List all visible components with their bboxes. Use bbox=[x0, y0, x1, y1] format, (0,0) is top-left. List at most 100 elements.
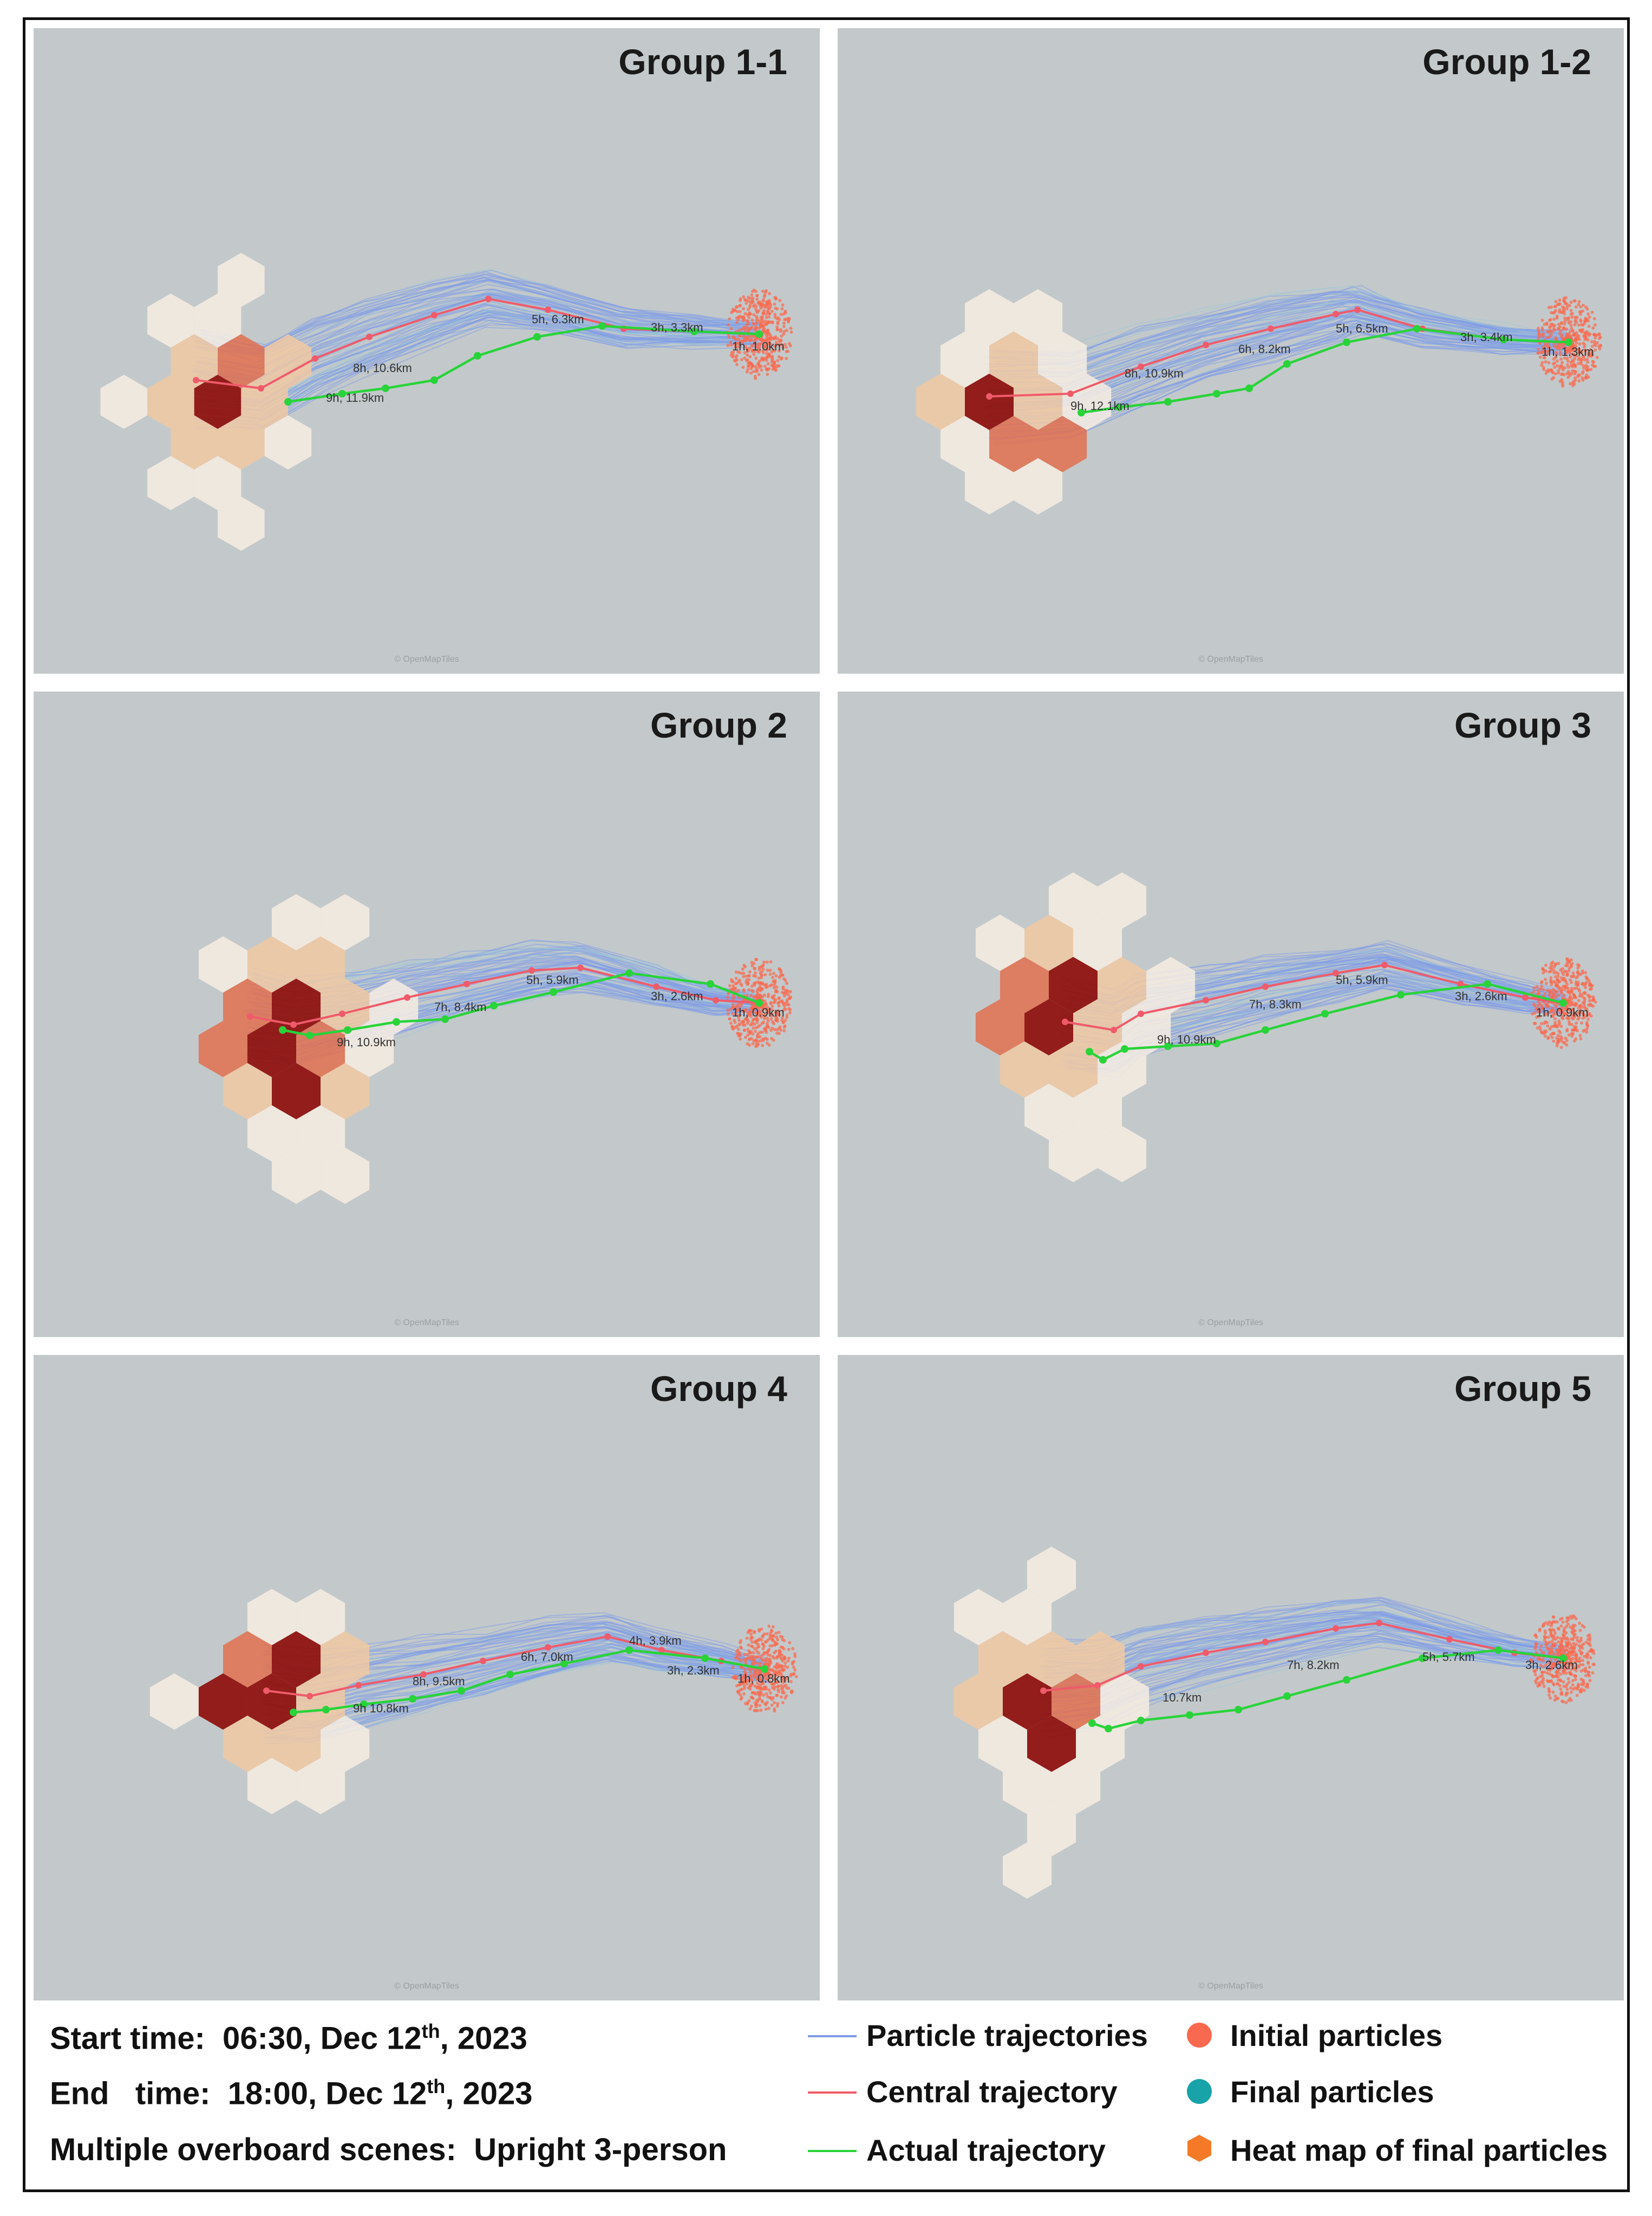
initial-particle bbox=[789, 330, 793, 334]
actual-trajectory-point bbox=[755, 330, 763, 338]
initial-particle bbox=[752, 962, 756, 966]
initial-particle bbox=[748, 1038, 752, 1041]
initial-particle bbox=[765, 1038, 769, 1041]
initial-particle bbox=[1581, 1016, 1585, 1020]
initial-particle bbox=[1594, 343, 1597, 347]
initial-particle bbox=[1578, 342, 1582, 346]
initial-particle bbox=[1570, 1032, 1573, 1035]
legend-heat-map: Heat map of final particles bbox=[1230, 2133, 1608, 2167]
initial-particle bbox=[1557, 961, 1560, 965]
initial-particle bbox=[1573, 1674, 1577, 1678]
initial-particle bbox=[793, 1654, 797, 1658]
initial-particle bbox=[733, 309, 737, 312]
initial-particle bbox=[774, 988, 778, 992]
initial-particle bbox=[1576, 981, 1580, 985]
initial-particle bbox=[1571, 1008, 1575, 1012]
initial-particle bbox=[761, 315, 765, 318]
initial-particle bbox=[761, 1673, 765, 1677]
actual-trajectory-point bbox=[1137, 1717, 1145, 1724]
trajectory-time-label: 1h, 0.9km bbox=[1536, 1006, 1589, 1019]
heat-hex bbox=[194, 456, 241, 510]
initial-particle bbox=[1583, 358, 1586, 362]
initial-particle bbox=[1560, 1644, 1564, 1648]
initial-particle bbox=[1571, 1687, 1575, 1691]
initial-particle bbox=[755, 1020, 759, 1024]
initial-particle bbox=[1540, 985, 1544, 988]
initial-particle bbox=[756, 987, 760, 991]
initial-particle bbox=[729, 1021, 733, 1025]
initial-particle bbox=[755, 1677, 759, 1681]
initial-particle bbox=[729, 341, 733, 344]
central-trajectory-point bbox=[1333, 1625, 1339, 1632]
particle-trajectory bbox=[1048, 1602, 1569, 1650]
initial-particle bbox=[1555, 1697, 1559, 1700]
initial-particle bbox=[736, 350, 740, 354]
initial-particle bbox=[1569, 1672, 1573, 1676]
initial-particle bbox=[754, 304, 758, 308]
initial-particle bbox=[729, 978, 733, 982]
initial-particle bbox=[792, 1672, 796, 1676]
initial-particle bbox=[775, 1663, 779, 1667]
initial-particle bbox=[760, 357, 763, 361]
initial-particle bbox=[787, 318, 791, 322]
initial-particle bbox=[1543, 1629, 1547, 1633]
particle-trajectory bbox=[990, 300, 1573, 377]
actual-trajectory-point bbox=[1235, 1706, 1242, 1713]
heat-hex bbox=[272, 1063, 321, 1119]
actual-trajectory-point bbox=[322, 1706, 330, 1713]
actual-trajectory-point bbox=[761, 1665, 768, 1673]
initial-particle bbox=[750, 1682, 754, 1686]
heat-hex bbox=[247, 1758, 297, 1814]
initial-particle bbox=[781, 1701, 785, 1705]
initial-particle bbox=[1565, 1648, 1569, 1652]
initial-particle bbox=[1569, 1686, 1572, 1690]
initial-particle bbox=[766, 306, 770, 310]
panel-title: Group 2 bbox=[650, 705, 787, 745]
initial-particle bbox=[1557, 323, 1560, 327]
initial-particle bbox=[749, 296, 753, 300]
initial-particle bbox=[761, 1635, 765, 1639]
initial-particle bbox=[1552, 1032, 1556, 1035]
initial-particle bbox=[1555, 1036, 1558, 1040]
particle-trajectory bbox=[991, 299, 1569, 378]
actual-trajectory-point bbox=[533, 333, 541, 341]
initial-particle bbox=[1530, 1660, 1533, 1664]
initial-particle bbox=[1584, 375, 1588, 379]
trajectory-time-label: 9h, 10.9km bbox=[337, 1035, 396, 1049]
actual-trajectory-point bbox=[338, 390, 346, 397]
initial-particle bbox=[1582, 366, 1586, 370]
initial-particle bbox=[1573, 357, 1577, 361]
initial-particle bbox=[787, 996, 791, 1000]
heat-hex bbox=[296, 1758, 345, 1814]
particle-trajectory bbox=[992, 295, 1568, 365]
initial-particle bbox=[786, 349, 789, 353]
initial-particle bbox=[743, 1653, 747, 1657]
initial-particle bbox=[761, 982, 765, 986]
initial-particle bbox=[1588, 1679, 1592, 1683]
initial-particle bbox=[1585, 1021, 1589, 1025]
initial-particle bbox=[759, 993, 762, 997]
initial-particle bbox=[1589, 368, 1593, 371]
initial-particle bbox=[742, 307, 746, 310]
initial-particle bbox=[754, 1709, 758, 1712]
initial-particle bbox=[1559, 1666, 1563, 1670]
initial-particle bbox=[1532, 1002, 1536, 1006]
initial-particle bbox=[740, 315, 743, 319]
initial-particle bbox=[740, 1666, 744, 1670]
initial-particle bbox=[776, 322, 780, 325]
initial-particle bbox=[750, 344, 754, 348]
initial-particle bbox=[728, 317, 732, 321]
actual-trajectory-point bbox=[382, 384, 389, 392]
initial-particle bbox=[776, 1685, 780, 1689]
initial-particle bbox=[1539, 1022, 1543, 1026]
initial-particle bbox=[1543, 1034, 1547, 1038]
initial-particle bbox=[1570, 962, 1574, 966]
initial-particle bbox=[1581, 323, 1585, 327]
heat-hex bbox=[975, 999, 1024, 1055]
central-trajectory-point bbox=[1067, 390, 1074, 397]
initial-particle bbox=[749, 1657, 753, 1661]
initial-particle bbox=[1571, 381, 1575, 385]
actual-trajectory-point bbox=[409, 1695, 416, 1703]
initial-particle bbox=[762, 1687, 766, 1691]
actual-trajectory-point bbox=[1245, 384, 1253, 392]
